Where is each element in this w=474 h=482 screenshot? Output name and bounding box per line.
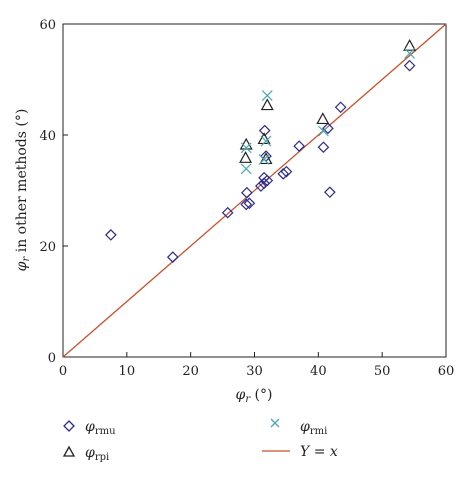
x-point — [260, 135, 272, 147]
reference-line-layer — [62, 23, 447, 358]
diamond-point — [322, 122, 334, 135]
legend-label-rmu-base: φ — [85, 419, 95, 435]
tick-labels: 0 10 20 30 40 50 60 0 20 40 60 — [39, 18, 454, 379]
x-point — [261, 90, 273, 102]
series-rmi — [240, 47, 416, 175]
diamond-point — [280, 165, 293, 178]
x-tick-label: 20 — [182, 364, 199, 379]
diamond-point — [221, 206, 234, 219]
legend-label-rpi-sub: rpi — [95, 452, 109, 463]
y-tick-label: 20 — [39, 240, 56, 255]
triangle-point — [239, 137, 253, 150]
triangle-point — [316, 112, 330, 125]
legend-label-rmu-sub: rmu — [95, 426, 116, 437]
legend-item-rmu: φrmu — [63, 419, 116, 437]
svg-text:φrpi: φrpi — [85, 445, 109, 463]
diamond-point — [323, 186, 336, 199]
legend-label-rmi-sub: rmi — [310, 426, 327, 437]
diamond-point — [334, 101, 347, 114]
diamond-point — [277, 168, 290, 180]
triangle-point — [260, 98, 274, 111]
x-tick-label: 40 — [310, 364, 327, 379]
reference-line-y-equals-x — [62, 23, 447, 358]
diamond-point — [258, 177, 270, 190]
x-tick-label: 0 — [59, 364, 67, 379]
y-axis-label: φr in other methods (°) — [14, 109, 32, 272]
y-tick-label: 0 — [48, 351, 56, 366]
legend-item-yx: Y = x — [262, 444, 338, 460]
diamond-point — [261, 174, 274, 187]
x-axis-label: φr (°) — [236, 387, 273, 405]
diamond-point — [240, 198, 253, 211]
x-tick-label: 30 — [246, 364, 263, 379]
legend: φrmu φrpi φrmi Y = x — [62, 418, 338, 463]
x-point — [404, 47, 416, 59]
svg-text:φrmu: φrmu — [85, 419, 116, 437]
legend-label-rmi-base: φ — [300, 419, 310, 435]
diamond-point — [293, 140, 306, 152]
y-tick-label: 60 — [39, 18, 56, 33]
x-tick-label: 60 — [438, 364, 455, 379]
diamond-point — [317, 141, 330, 154]
legend-label-yx: Y = x — [300, 444, 338, 460]
diamond-point — [105, 229, 117, 241]
x-tick-label: 10 — [119, 364, 136, 379]
legend-diamond-marker — [63, 420, 75, 432]
x-point — [240, 142, 252, 154]
diamond-point — [240, 186, 253, 199]
legend-triangle-marker — [62, 445, 76, 457]
x-tick-label: 50 — [374, 364, 391, 379]
legend-item-rmi: φrmi — [270, 418, 327, 437]
series-rpi — [239, 38, 417, 165]
x-point — [318, 125, 329, 137]
diamond-point — [255, 180, 267, 192]
data-points — [105, 38, 417, 263]
triangle-point — [403, 38, 417, 51]
svg-text:φrmi: φrmi — [300, 419, 327, 437]
x-point — [240, 163, 252, 175]
diamond-point — [403, 59, 416, 72]
triangle-point — [239, 151, 253, 163]
x-point — [258, 153, 270, 165]
legend-x-marker — [270, 418, 280, 428]
diamond-point — [166, 251, 179, 263]
legend-label-rpi-base: φ — [85, 445, 95, 461]
legend-item-rpi: φrpi — [62, 445, 109, 463]
diamond-point — [243, 197, 256, 210]
y-tick-label: 40 — [39, 129, 56, 144]
series-rmu — [105, 59, 416, 263]
